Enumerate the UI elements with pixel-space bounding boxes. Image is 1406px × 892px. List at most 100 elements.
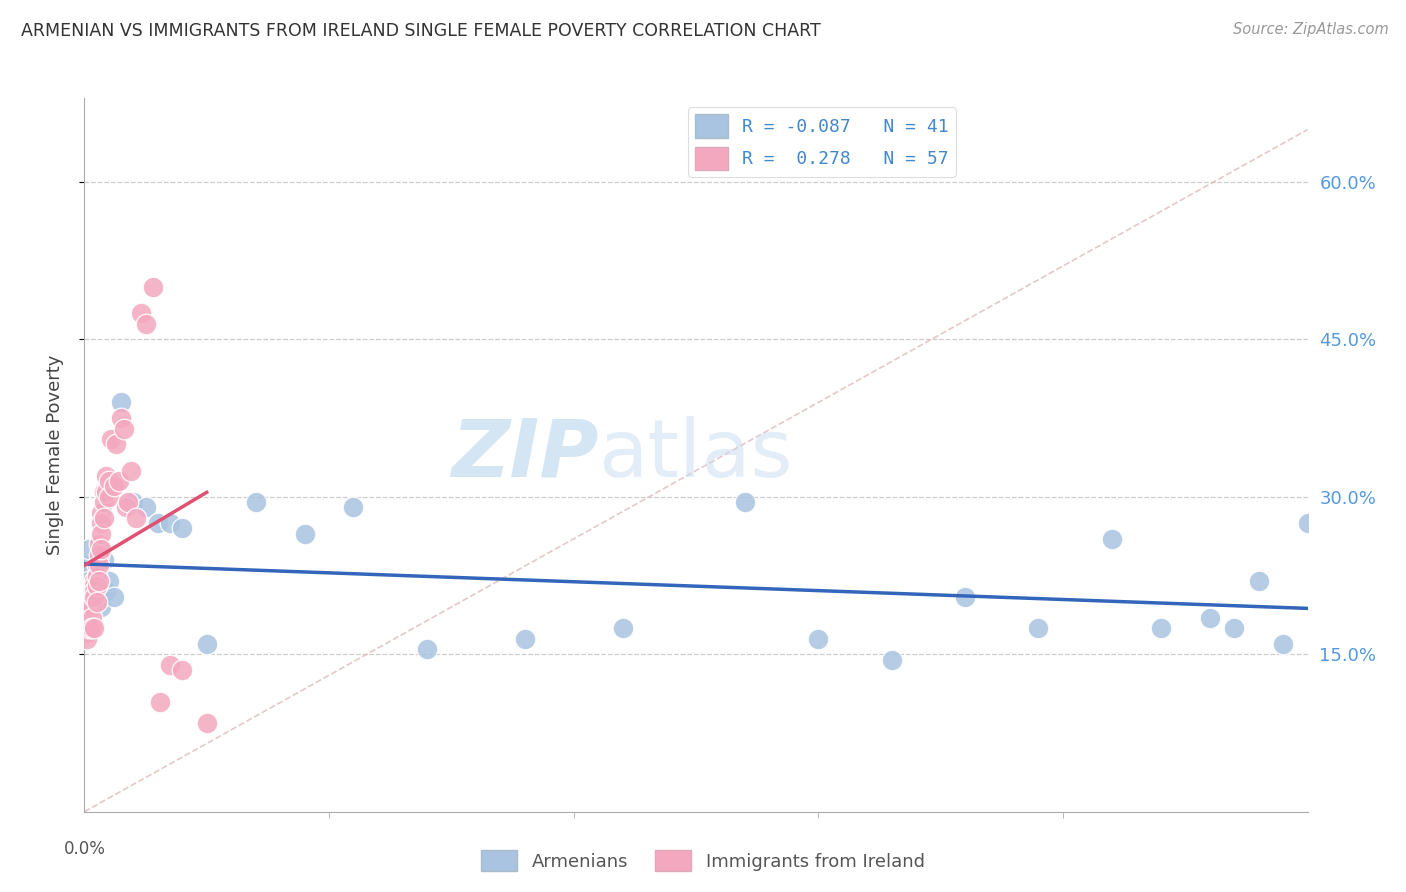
Point xyxy=(96,584,118,599)
Point xyxy=(83,579,105,593)
Text: atlas: atlas xyxy=(598,416,793,494)
Point xyxy=(97,474,120,488)
Point xyxy=(880,652,903,666)
Point xyxy=(86,579,108,593)
Text: ARMENIAN VS IMMIGRANTS FROM IRELAND SINGLE FEMALE POVERTY CORRELATION CHART: ARMENIAN VS IMMIGRANTS FROM IRELAND SING… xyxy=(21,22,821,40)
Point xyxy=(1223,621,1246,635)
Point xyxy=(77,605,100,619)
Point xyxy=(76,558,98,573)
Point xyxy=(80,584,103,599)
Point xyxy=(93,511,115,525)
Point xyxy=(90,516,112,530)
Point xyxy=(80,579,103,593)
Point xyxy=(612,621,634,635)
Point xyxy=(110,395,132,409)
Point xyxy=(117,495,139,509)
Point xyxy=(86,568,108,582)
Point xyxy=(87,537,110,551)
Point xyxy=(172,521,194,535)
Point xyxy=(1150,621,1173,635)
Point xyxy=(77,542,100,557)
Point xyxy=(90,542,112,557)
Point xyxy=(734,495,756,509)
Point xyxy=(77,615,100,630)
Point xyxy=(97,574,120,588)
Point xyxy=(97,490,120,504)
Point xyxy=(1247,574,1270,588)
Legend: Armenians, Immigrants from Ireland: Armenians, Immigrants from Ireland xyxy=(474,843,932,879)
Point xyxy=(83,574,105,588)
Point xyxy=(245,495,267,509)
Point xyxy=(96,484,118,499)
Point xyxy=(100,432,122,446)
Point xyxy=(77,574,100,588)
Point xyxy=(195,637,218,651)
Point xyxy=(122,495,145,509)
Point xyxy=(76,621,98,635)
Point xyxy=(195,715,218,730)
Point xyxy=(93,553,115,567)
Text: ZIP: ZIP xyxy=(451,416,598,494)
Point xyxy=(96,469,118,483)
Point xyxy=(120,464,142,478)
Point xyxy=(86,558,108,573)
Point xyxy=(159,657,181,672)
Point xyxy=(110,411,132,425)
Point xyxy=(90,600,112,615)
Point xyxy=(125,511,148,525)
Point xyxy=(80,595,103,609)
Point xyxy=(103,590,125,604)
Legend: R = -0.087   N = 41, R =  0.278   N = 57: R = -0.087 N = 41, R = 0.278 N = 57 xyxy=(688,107,956,177)
Point xyxy=(807,632,830,646)
Point xyxy=(76,626,98,640)
Point xyxy=(1198,610,1220,624)
Point xyxy=(76,610,98,624)
Point xyxy=(83,579,105,593)
Point xyxy=(135,500,157,515)
Point xyxy=(80,600,103,615)
Point xyxy=(76,605,98,619)
Point xyxy=(1101,532,1123,546)
Point xyxy=(87,574,110,588)
Point xyxy=(87,558,110,573)
Point xyxy=(80,600,103,615)
Point xyxy=(103,479,125,493)
Point xyxy=(86,568,108,582)
Point xyxy=(342,500,364,515)
Point xyxy=(1296,516,1319,530)
Y-axis label: Single Female Poverty: Single Female Poverty xyxy=(45,355,63,555)
Point xyxy=(87,584,110,599)
Point xyxy=(87,590,110,604)
Point xyxy=(80,610,103,624)
Point xyxy=(149,694,172,708)
Point xyxy=(953,590,976,604)
Point xyxy=(107,474,129,488)
Point xyxy=(83,584,105,599)
Point xyxy=(83,600,105,615)
Point xyxy=(90,526,112,541)
Point xyxy=(159,516,181,530)
Point xyxy=(129,306,152,320)
Point xyxy=(1272,637,1295,651)
Point xyxy=(172,663,194,677)
Point xyxy=(142,280,165,294)
Point xyxy=(83,621,105,635)
Point xyxy=(135,317,157,331)
Text: Source: ZipAtlas.com: Source: ZipAtlas.com xyxy=(1233,22,1389,37)
Point xyxy=(77,595,100,609)
Point xyxy=(80,590,103,604)
Point xyxy=(90,506,112,520)
Point xyxy=(112,422,135,436)
Point xyxy=(86,595,108,609)
Point xyxy=(77,610,100,624)
Point xyxy=(93,495,115,509)
Point xyxy=(87,548,110,562)
Point xyxy=(115,500,138,515)
Point xyxy=(1028,621,1050,635)
Point xyxy=(294,526,316,541)
Point xyxy=(76,632,98,646)
Point xyxy=(146,516,169,530)
Text: 0.0%: 0.0% xyxy=(63,840,105,858)
Point xyxy=(77,621,100,635)
Point xyxy=(416,642,439,657)
